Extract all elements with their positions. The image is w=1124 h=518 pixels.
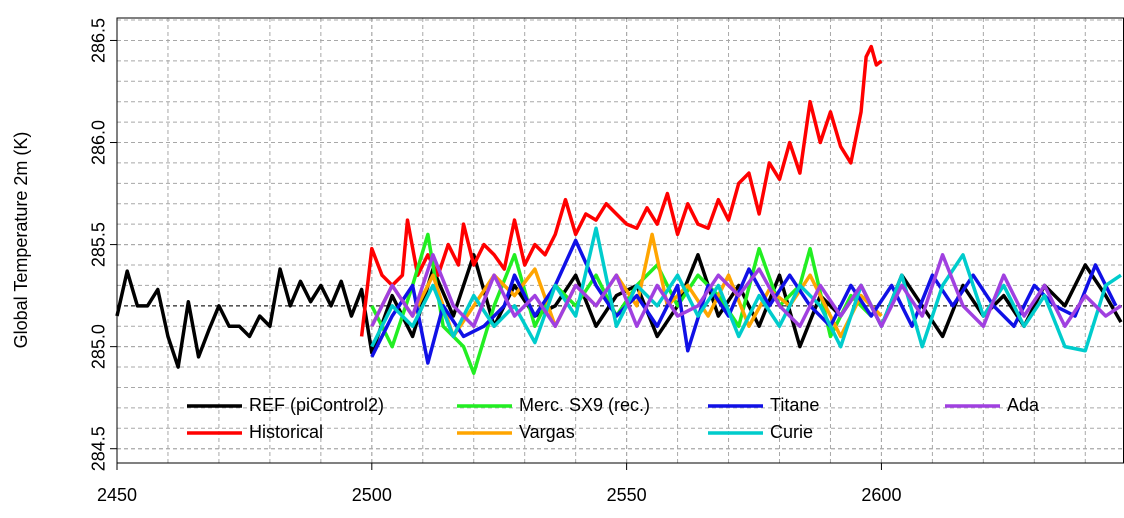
legend-label: Ada — [1007, 395, 1040, 415]
legend-label: Titane — [770, 395, 819, 415]
series-line — [370, 226, 1122, 353]
y-tick-label: 285.5 — [89, 222, 109, 267]
y-tick-label: 286.0 — [89, 120, 109, 165]
x-tick-label: 2500 — [352, 485, 392, 505]
y-axis-label: Global Temperature 2m (K) — [11, 132, 31, 349]
y-tick-label: 284.5 — [89, 426, 109, 471]
legend-label: Historical — [249, 422, 323, 442]
y-tick-label: 286.5 — [89, 18, 109, 63]
x-tick-label: 2600 — [861, 485, 901, 505]
legend-label: REF (piControl2) — [249, 395, 384, 415]
series-line — [359, 44, 883, 337]
legend-label: Vargas — [519, 422, 575, 442]
x-tick-label: 2450 — [97, 485, 137, 505]
y-tick-label: 285.0 — [89, 324, 109, 369]
series-line — [370, 253, 1122, 328]
x-tick-label: 2550 — [607, 485, 647, 505]
legend-label: Merc. SX9 (rec.) — [519, 395, 650, 415]
legend-label: Curie — [770, 422, 813, 442]
